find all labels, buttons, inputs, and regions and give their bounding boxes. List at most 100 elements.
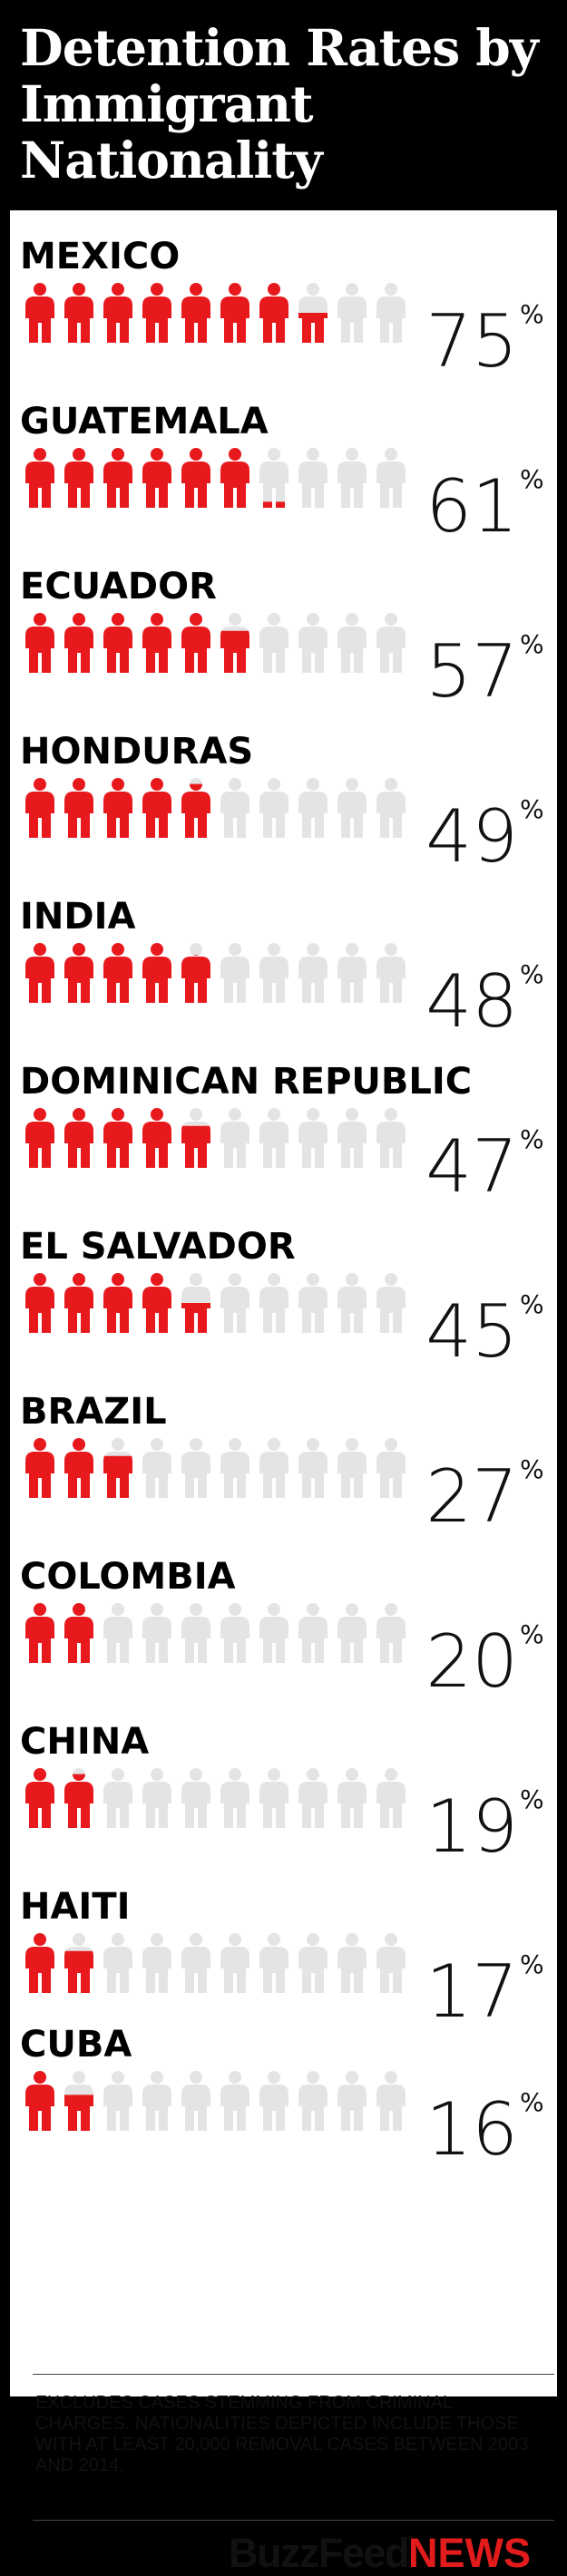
person-icon-filled [220,283,249,343]
person-icon-empty [259,613,288,673]
person-icon-empty [181,2071,210,2131]
person-icon-filled [25,283,54,343]
person-icon-empty [376,448,406,508]
person-icon-empty [337,2071,367,2131]
row-mexico: MEXICO 75% [20,236,544,384]
data-label-percent: % [520,299,544,329]
data-label: 45 [425,1289,518,1374]
person-icon-filled [259,448,288,508]
person-icon-filled [25,1438,54,1498]
person-icon-empty [259,1933,288,1993]
isotype-chart: MEXICO 75 % GUATEMALA 61 % ECUADOR 57 % HONDURAS 4… [20,236,544,2172]
tick-label: INDIA [20,896,135,938]
infographic: Detention Rates by Immigrant Nationality… [10,19,557,2576]
person-icon-empty [103,1933,132,1993]
person-icon-filled [181,613,210,673]
person-icon-filled [25,1603,54,1663]
person-icon-filled [103,943,132,1003]
person-icon-empty [337,283,367,343]
tick-label: HONDURAS [20,731,253,773]
person-icon-empty [298,448,327,508]
data-label-percent: % [520,629,544,659]
row-india: INDIA 48% [20,896,544,1044]
data-label: 48 [425,959,518,1044]
person-icon-filled [64,943,93,1003]
person-icon-empty [220,2071,249,2131]
person-icon-filled [64,1108,93,1168]
row-el-salvador: EL SALVADOR 45% [20,1226,544,1374]
person-icon-empty [298,1933,327,1993]
person-icon-empty [142,2071,171,2131]
person-icon-filled [25,448,54,508]
person-icon-empty [376,1108,406,1168]
data-label: 20 [425,1619,518,1704]
person-icon-filled [142,943,171,1003]
row-honduras: HONDURAS 49% [20,731,544,879]
person-icon-filled [181,778,210,838]
person-icon-filled [64,1603,93,1663]
person-icon-empty [298,943,327,1003]
person-icon-filled [25,1273,54,1333]
tick-label: EL SALVADOR [20,1226,296,1268]
tick-label: DOMINICAN REPUBLIC [20,1061,472,1103]
person-icon-filled [25,778,54,838]
person-icon-filled [220,448,249,508]
person-icon-empty [259,943,288,1003]
brand-logo: BuzzFeedNEWS [229,2531,531,2576]
row-haiti: HAITI 17% [20,1886,544,2034]
person-icon-empty [337,1108,367,1168]
person-icon-filled [103,448,132,508]
person-icon-empty [376,1438,406,1498]
person-icon-filled [103,1273,132,1333]
data-label: 27 [425,1454,518,1539]
data-label: 16 [425,2087,518,2172]
data-label: 49 [425,794,518,879]
person-icon-empty [181,1438,210,1498]
person-icon-empty [220,1933,249,1993]
person-icon-filled [64,1933,93,1993]
person-icon-empty [376,943,406,1003]
person-icon-empty [337,1438,367,1498]
person-icon-empty [337,778,367,838]
person-icon-filled [25,2071,54,2131]
person-icon-filled [103,1108,132,1168]
data-label-percent: % [520,1619,544,1649]
person-icon-empty [376,778,406,838]
row-dominican-republic: DOMINICAN REPUBLIC 47% [20,1061,544,1209]
person-icon-empty [259,1603,288,1663]
row-cuba: CUBA 16% [20,2024,544,2172]
data-label: 17 [425,1949,518,2034]
person-icon-empty [298,613,327,673]
person-icon-filled [64,2071,93,2131]
person-icon-filled [142,448,171,508]
brand-logo-news: NEWS [408,2530,531,2576]
person-icon-filled [181,448,210,508]
person-icon-filled [181,283,210,343]
person-icon-empty [220,1603,249,1663]
data-label-percent: % [520,959,544,989]
person-icon-empty [103,2071,132,2131]
tick-label: GUATEMALA [20,401,269,442]
person-icon-empty [376,283,406,343]
person-icon-empty [220,943,249,1003]
row-china: CHINA 19% [20,1721,544,1869]
person-icon-empty [298,1108,327,1168]
person-icon-filled [181,1108,210,1168]
person-icon-filled [25,613,54,673]
person-icon-filled [103,283,132,343]
person-icon-empty [337,943,367,1003]
person-icon-filled [25,1108,54,1168]
row-guatemala: GUATEMALA 61% [20,401,544,549]
person-icon-filled [142,778,171,838]
person-icon-empty [337,1933,367,1993]
brand-logo-buzzfeed: BuzzFeed [228,2530,410,2576]
person-icon-empty [181,1933,210,1993]
person-icon-empty [298,2071,327,2131]
person-icon-empty [142,1768,171,1828]
person-icon-filled [64,1273,93,1333]
person-icon-empty [103,1768,132,1828]
person-icon-filled [181,1273,210,1333]
data-label-percent: % [520,1289,544,1319]
divider [33,2520,554,2521]
person-icon-filled [142,283,171,343]
